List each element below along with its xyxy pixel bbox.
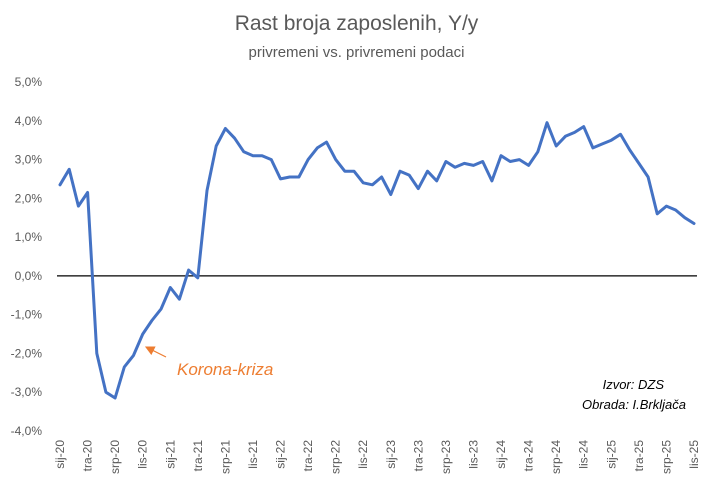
x-tick-label: sij-23 (384, 440, 398, 469)
x-tick-label: srp-21 (218, 440, 232, 474)
x-tick-label: tra-22 (301, 440, 315, 472)
x-tick-label: tra-23 (411, 440, 425, 472)
y-tick-label: 3,0% (15, 153, 43, 167)
x-tick-label: srp-23 (439, 440, 453, 474)
x-tick-label: lis-22 (356, 440, 370, 469)
y-tick-label: 5,0% (15, 75, 43, 89)
y-axis: 5,0% 4,0% 3,0% 2,0% 1,0% 0,0% -1,0% -2,0% -3,0% -… (11, 75, 43, 438)
x-tick-label: lis-24 (577, 440, 591, 469)
series-line (58, 121, 696, 400)
annotation: Korona-kriza (144, 346, 273, 379)
chart-subtitle: privremeni vs. privremeni podaci (248, 44, 465, 61)
y-tick-label: 0,0% (15, 269, 43, 283)
x-tick-label: tra-20 (81, 440, 95, 472)
x-tick-label: srp-25 (659, 440, 673, 474)
y-tick-label: -2,0% (11, 346, 43, 360)
y-tick-label: 2,0% (15, 191, 43, 205)
x-tick-label: lis-20 (136, 440, 150, 469)
x-tick-label: tra-21 (191, 440, 205, 472)
annotation-label: Korona-kriza (177, 360, 273, 379)
chart-title: Rast broja zaposlenih, Y/y (234, 12, 479, 35)
source-line: Izvor: DZS (603, 377, 665, 392)
y-tick-label: -3,0% (11, 385, 43, 399)
y-tick-label: -4,0% (11, 424, 43, 438)
y-tick-label: 4,0% (15, 114, 43, 128)
x-tick-label: srp-20 (108, 440, 122, 474)
x-tick-label: lis-21 (246, 440, 260, 469)
processing-line: Obrada: I.Brkljača (582, 397, 686, 412)
x-tick-label: srp-24 (549, 440, 563, 474)
x-tick-label: tra-25 (632, 440, 646, 472)
y-tick-label: -1,0% (11, 308, 43, 322)
x-tick-label: lis-23 (466, 440, 480, 469)
x-tick-label: tra-24 (522, 440, 536, 472)
x-tick-label: sij-21 (163, 440, 177, 469)
x-tick-label: lis-25 (687, 440, 701, 469)
y-tick-label: 1,0% (15, 230, 43, 244)
x-tick-label: sij-24 (494, 440, 508, 469)
x-tick-label: sij-25 (604, 440, 618, 469)
x-tick-label: srp-22 (329, 440, 343, 474)
annotation-arrow (144, 346, 167, 358)
x-tick-label: sij-20 (53, 440, 67, 469)
x-tick-label: sij-22 (274, 440, 288, 469)
x-axis: sij-20 tra-20 srp-20 lis-20 sij-21 tra-21 srp-… (53, 440, 701, 474)
